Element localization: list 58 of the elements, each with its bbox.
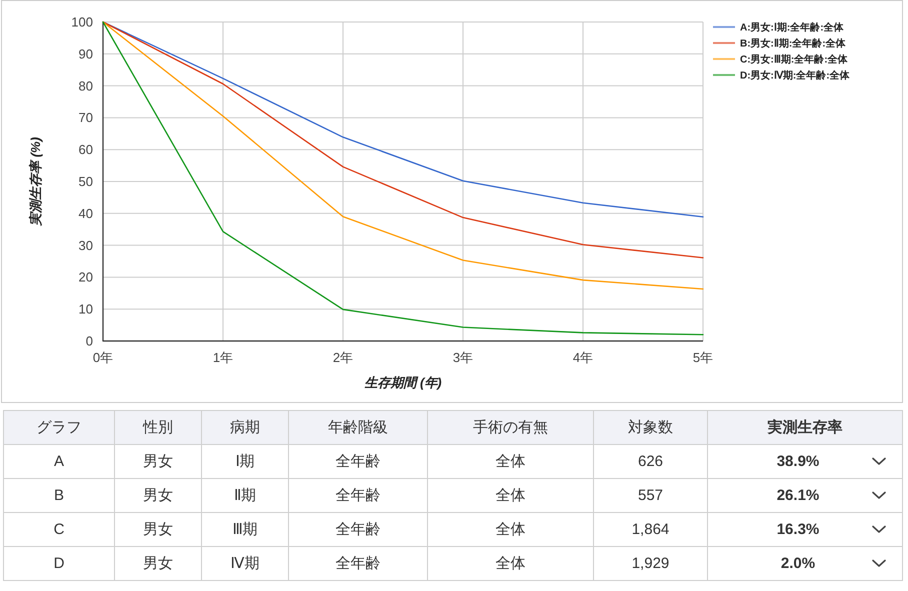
text: A <box>54 453 64 470</box>
y-tick-label: 100 <box>71 14 93 30</box>
category-label: 性別 <box>114 410 202 444</box>
text: 男女 <box>143 555 173 572</box>
text: 2.0% <box>780 555 816 572</box>
text: 全体 <box>496 487 526 504</box>
x-tick-label: 2年 <box>332 350 354 365</box>
text: 全体 <box>496 521 526 538</box>
text: 全体 <box>496 555 526 572</box>
text: 全年齢 <box>336 453 380 470</box>
legend-label: A:男女:Ⅰ期:全年齢:全体 <box>740 22 845 34</box>
text: B <box>54 487 64 504</box>
legend-label: C:男女:Ⅲ期:全年齢:全体 <box>740 54 849 66</box>
text: 全体 <box>496 453 526 470</box>
text: 全年齢 <box>336 555 380 572</box>
category-label: 病期 <box>202 410 288 444</box>
text: 全年齢 <box>336 521 380 538</box>
legend-label: D:男女:Ⅳ期:全年齢:全体 <box>740 70 851 82</box>
text: 626 <box>638 453 664 470</box>
text: 1,864 <box>632 521 670 538</box>
y-tick-label: 0 <box>86 334 93 348</box>
text: Ⅲ期 <box>232 521 258 538</box>
x-tick-label: 5年 <box>692 350 714 365</box>
x-tick-label: 0年 <box>92 350 114 365</box>
text: 男女 <box>143 487 173 504</box>
legend-label: B:男女:Ⅱ期:全年齢:全体 <box>740 38 847 50</box>
y-tick-label: 50 <box>78 174 93 189</box>
x-tick-label: 3年 <box>452 350 474 365</box>
text: 38.9% <box>776 453 820 470</box>
y-axis-title: 実測生存率 (%) <box>28 137 43 227</box>
text: D <box>54 555 64 572</box>
y-tick-label: 30 <box>78 238 93 253</box>
y-tick-label: 40 <box>78 206 93 221</box>
y-tick-label: 20 <box>78 270 93 285</box>
category-label: 対象数 <box>594 410 708 444</box>
text: 男女 <box>143 453 173 470</box>
text: 16.3% <box>776 521 820 538</box>
text: 男女 <box>143 521 173 538</box>
y-tick-label: 10 <box>78 302 93 317</box>
y-tick-label: 90 <box>78 46 93 62</box>
category-label: 年齢階級 <box>288 410 428 444</box>
x-axis-title: 生存期間 (年) <box>364 375 442 390</box>
text: C <box>54 521 64 538</box>
text: Ⅰ期 <box>236 453 254 470</box>
text: 1,929 <box>632 555 670 572</box>
text: Ⅳ期 <box>230 555 260 572</box>
y-tick-label: 70 <box>78 110 93 126</box>
x-tick-label: 1年 <box>212 350 234 365</box>
text: 26.1% <box>776 487 820 504</box>
category-label: 実測生存率 <box>708 410 902 444</box>
text: 557 <box>638 487 664 504</box>
x-tick-label: 4年 <box>572 350 594 365</box>
category-label: グラフ <box>4 410 114 444</box>
y-tick-label: 80 <box>78 78 93 94</box>
category-label: 手術の有無 <box>428 410 594 444</box>
y-tick-label: 60 <box>78 142 93 158</box>
text: Ⅱ期 <box>234 487 256 504</box>
text: 全年齢 <box>336 487 380 504</box>
